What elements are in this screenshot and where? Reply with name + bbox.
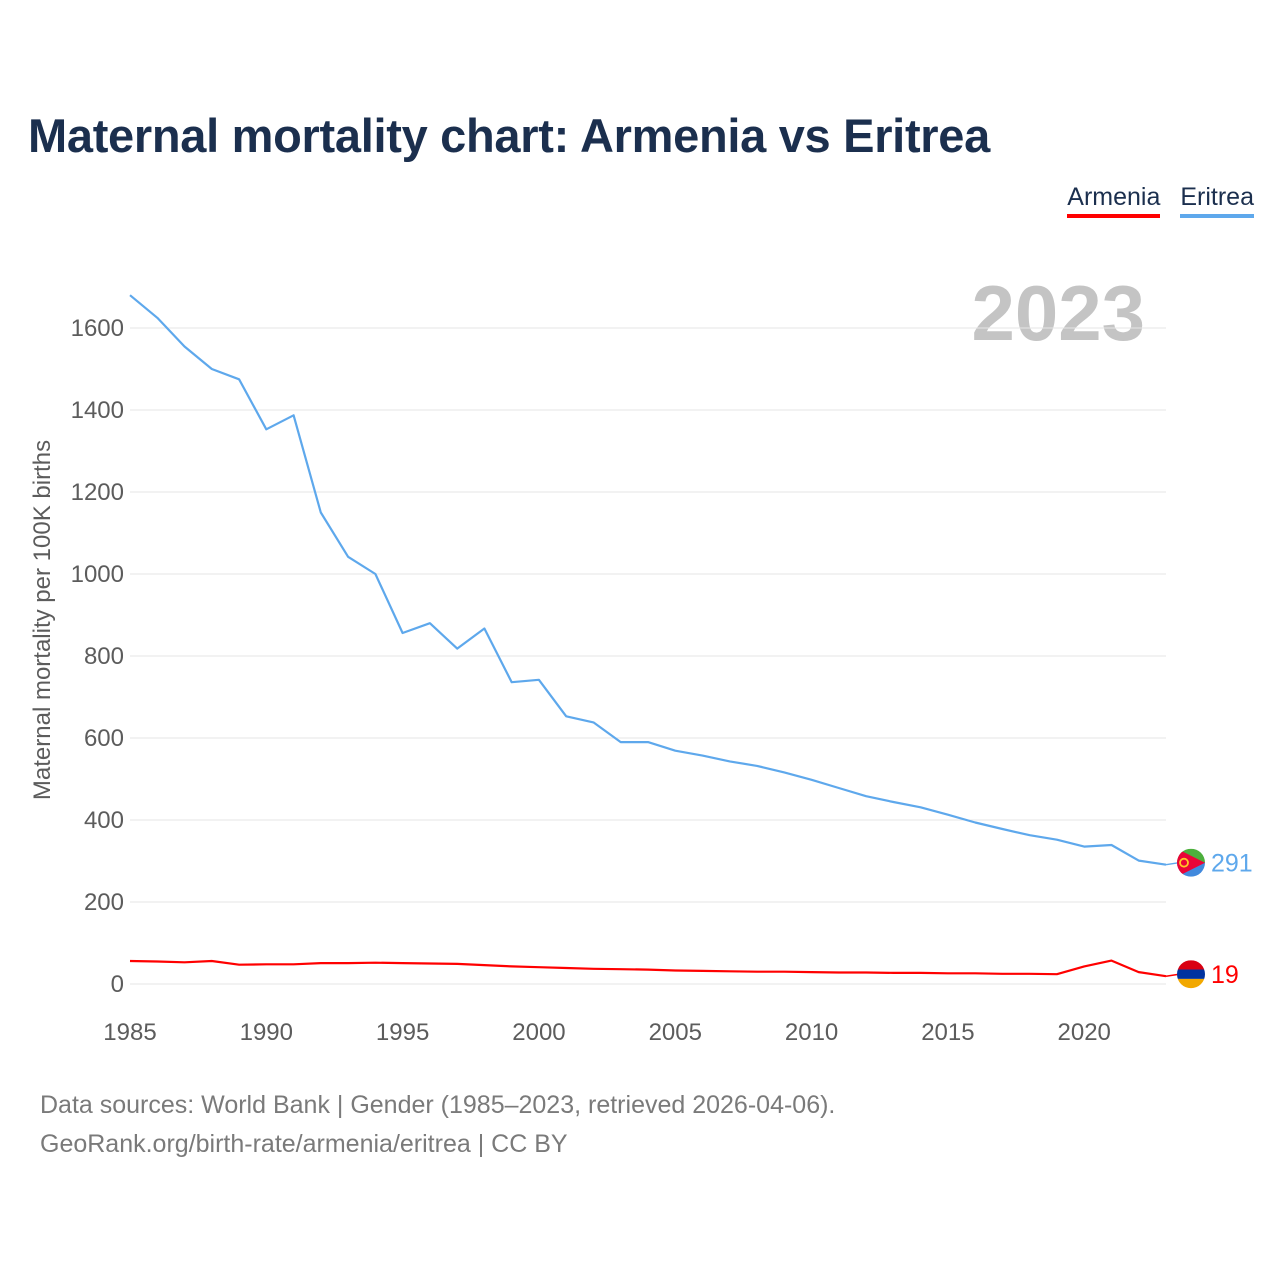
end-connector-armenia: [1165, 973, 1180, 977]
y-tick-label: 600: [84, 725, 124, 752]
y-tick-label: 1200: [71, 479, 124, 506]
end-connector-eritrea: [1165, 861, 1180, 866]
y-tick-label: 0: [111, 971, 124, 998]
series-lines: [129, 294, 1167, 978]
y-tick-label: 800: [84, 643, 124, 670]
y-axis-ticks: 0 200 400 600 800 1000 1200 1400 1600: [71, 315, 124, 998]
legend: Armenia Eritrea: [1067, 182, 1254, 218]
y-axis-title: Maternal mortality per 100K births: [29, 440, 56, 800]
chart-title: Maternal mortality chart: Armenia vs Eri…: [28, 109, 990, 162]
legend-item-eritrea[interactable]: Eritrea: [1180, 182, 1254, 218]
flag-eritrea-icon: [1177, 848, 1205, 877]
y-tick-label: 1000: [71, 561, 124, 588]
x-tick-label: 2005: [649, 1019, 702, 1046]
x-tick-label: 1995: [376, 1019, 429, 1046]
source-note: Data sources: World Bank | Gender (1985–…: [40, 1086, 835, 1164]
y-tick-label: 1400: [71, 397, 124, 424]
y-tick-label: 1600: [71, 315, 124, 342]
end-value-label-armenia: 19: [1211, 961, 1239, 989]
x-tick-label: 2015: [921, 1019, 974, 1046]
flag-armenia-icon: [1177, 960, 1205, 989]
end-markers: 19 291: [1165, 848, 1253, 989]
y-tick-label: 400: [84, 807, 124, 834]
x-tick-label: 2000: [512, 1019, 565, 1046]
series-line-eritrea: [129, 294, 1167, 866]
y-tick-label: 200: [84, 889, 124, 916]
year-badge: 2023: [971, 269, 1145, 357]
end-value-label-eritrea: 291: [1211, 850, 1253, 878]
x-tick-label: 1990: [240, 1019, 293, 1046]
legend-item-armenia[interactable]: Armenia: [1067, 182, 1161, 218]
attribution-line: GeoRank.org/birth-rate/armenia/eritrea |…: [40, 1130, 568, 1158]
source-line: Data sources: World Bank | Gender (1985–…: [40, 1091, 836, 1119]
x-tick-label: 1985: [103, 1019, 156, 1046]
series-line-armenia: [129, 959, 1167, 978]
x-axis-ticks: 1985 1990 1995 2000 2005 2010 2015 2020: [103, 1019, 1111, 1046]
x-tick-label: 2010: [785, 1019, 838, 1046]
x-tick-label: 2020: [1058, 1019, 1111, 1046]
gridlines: [130, 327, 1166, 985]
